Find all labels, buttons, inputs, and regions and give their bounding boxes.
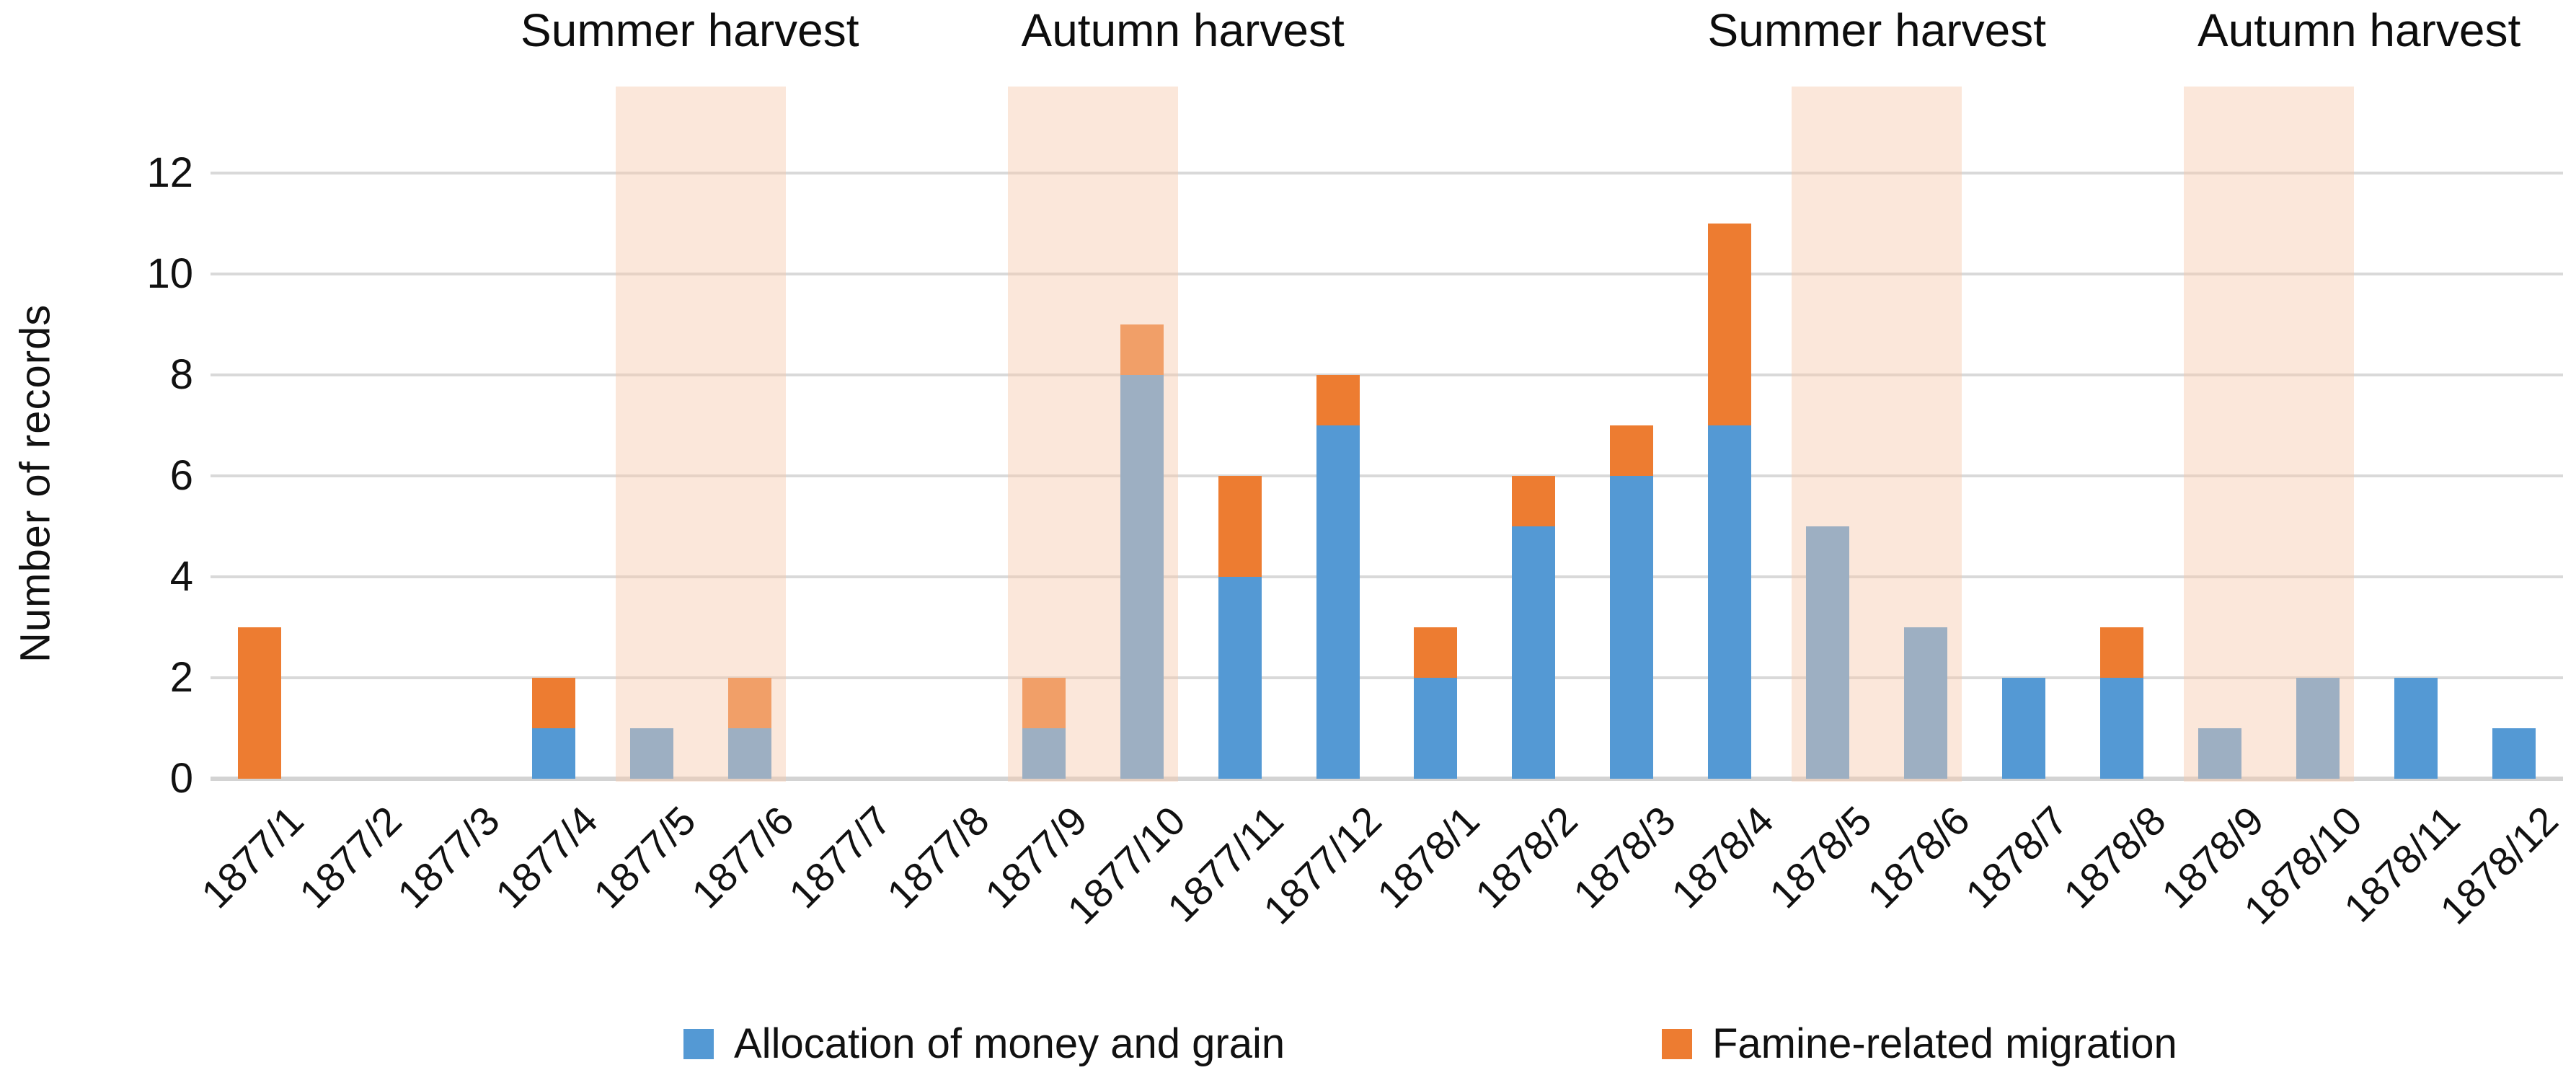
harvest-band-3 [1792,87,1962,782]
y-axis-title: Number of records [12,304,59,663]
legend-item-migration: Famine-related migration [1662,1020,2177,1067]
y-tick-label-0: 0 [169,755,193,802]
harvest-band-1 [615,87,786,782]
bar-segment-migration-1878/3 [1610,425,1654,476]
bar-segment-allocation-1878/8 [2100,678,2144,779]
x-tick-label-1877/3: 1877/3 [388,797,508,917]
harvest-band-label-4: Autumn harvest [2197,4,2521,56]
y-tick-label-8: 8 [169,351,193,398]
bar-segment-allocation-1877/5 [629,728,673,779]
bar-segment-allocation-1877/12 [1316,425,1360,779]
harvest-band-2 [1007,87,1178,782]
gridline-y-12 [211,172,2563,174]
x-tick-label-1878/5: 1878/5 [1761,797,1880,917]
bar-segment-allocation-1878/5 [1806,526,1850,779]
legend-swatch-allocation [683,1029,714,1059]
bar-segment-allocation-1878/3 [1610,476,1654,779]
x-tick-label-1878/1: 1878/1 [1368,797,1488,917]
bar-segment-allocation-1878/4 [1708,425,1752,779]
gridline-y-6 [211,474,2563,477]
gridline-y-2 [211,676,2563,679]
y-tick-label-4: 4 [169,553,193,600]
bar-segment-allocation-1877/11 [1218,577,1262,779]
bar-segment-migration-1877/9 [1022,678,1066,728]
bar-segment-migration-1877/4 [531,678,575,728]
x-tick-label-1877/1: 1877/1 [192,797,312,917]
legend-item-allocation: Allocation of money and grain [683,1020,1285,1067]
bar-segment-allocation-1878/12 [2492,728,2536,779]
x-tick-label-1877/2: 1877/2 [290,797,410,917]
bar-segment-allocation-1877/4 [531,728,575,779]
bar-segment-allocation-1878/11 [2394,678,2438,779]
gridline-y-8 [211,373,2563,376]
x-tick-label-1877/6: 1877/6 [682,797,802,917]
harvest-band-4 [2184,87,2355,782]
bar-segment-migration-1877/1 [237,627,281,779]
bar-segment-allocation-1878/1 [1414,678,1458,779]
bar-segment-migration-1877/6 [727,678,771,728]
x-tick-label-1878/6: 1878/6 [1859,797,1978,917]
x-tick-label-1878/3: 1878/3 [1564,797,1684,917]
x-tick-label-1877/5: 1877/5 [584,797,704,917]
x-tick-label-1878/7: 1878/7 [1956,797,2076,917]
bar-segment-allocation-1877/9 [1022,728,1066,779]
harvest-band-label-1: Summer harvest [521,4,859,56]
x-tick-label-1877/7: 1877/7 [780,797,900,917]
x-tick-label-1878/2: 1878/2 [1466,797,1586,917]
bar-segment-allocation-1878/2 [1512,526,1556,779]
bar-segment-migration-1878/1 [1414,627,1458,678]
bar-segment-allocation-1878/6 [1904,627,1948,779]
bar-segment-allocation-1877/6 [727,728,771,779]
bar-segment-migration-1877/12 [1316,375,1360,425]
gridline-y-0 [211,777,2563,781]
y-tick-label-12: 12 [146,149,193,196]
bar-segment-allocation-1877/10 [1120,375,1164,779]
harvest-band-label-2: Autumn harvest [1021,4,1345,56]
legend-label-allocation: Allocation of money and grain [734,1020,1285,1067]
bar-segment-migration-1878/8 [2100,627,2144,678]
bar-segment-migration-1877/10 [1120,324,1164,375]
x-tick-label-1877/4: 1877/4 [486,797,606,917]
y-tick-label-6: 6 [169,452,193,499]
bar-segment-migration-1878/2 [1512,476,1556,526]
x-tick-label-1878/4: 1878/4 [1663,797,1782,917]
y-tick-label-2: 2 [169,654,193,701]
gridline-y-10 [211,273,2563,275]
harvest-band-label-3: Summer harvest [1707,4,2047,56]
legend-swatch-migration [1662,1029,1692,1059]
gridline-y-4 [211,575,2563,578]
bar-segment-allocation-1878/7 [2002,678,2046,779]
legend-label-migration: Famine-related migration [1712,1020,2177,1067]
bar-segment-allocation-1878/10 [2296,678,2340,779]
x-tick-label-1877/8: 1877/8 [878,797,999,917]
bar-segment-migration-1878/4 [1708,224,1752,425]
x-tick-label-1878/8: 1878/8 [2054,797,2174,917]
bar-segment-allocation-1878/9 [2198,728,2242,779]
y-tick-label-10: 10 [146,250,193,297]
bar-segment-migration-1877/11 [1218,476,1262,577]
